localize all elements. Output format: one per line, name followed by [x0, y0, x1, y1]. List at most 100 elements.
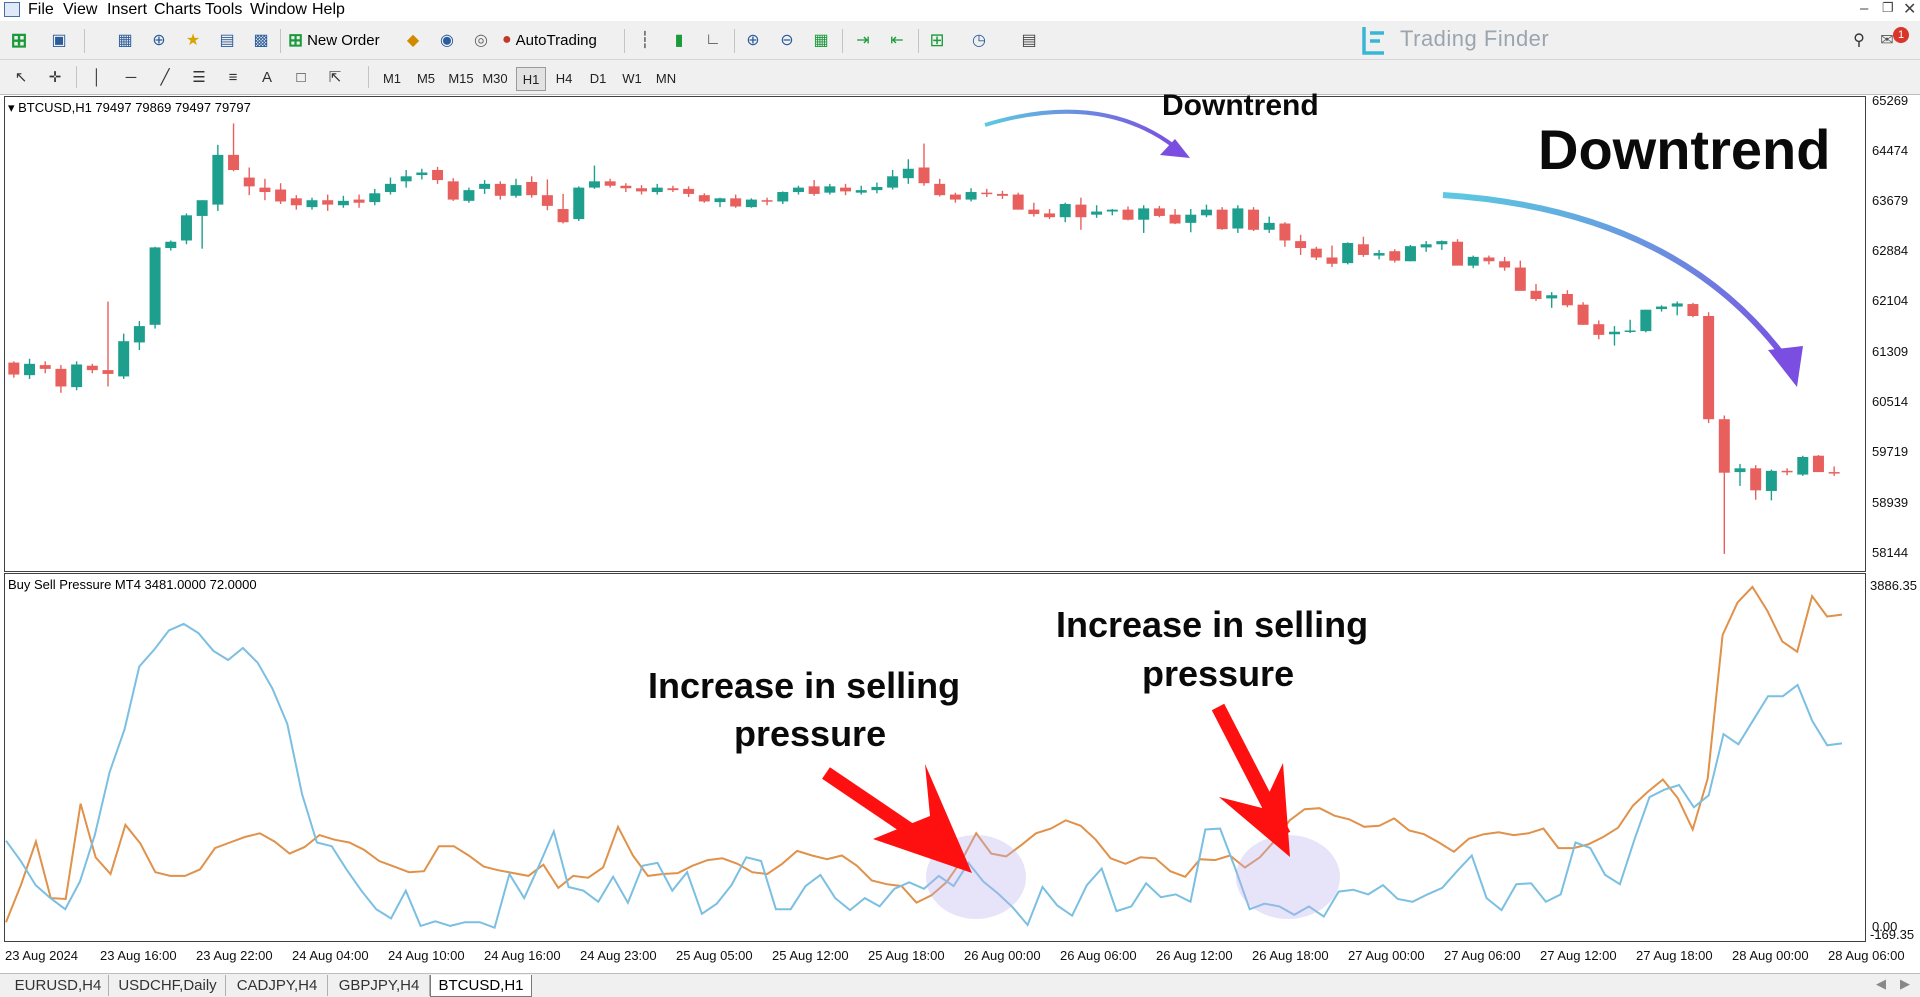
- periods-icon[interactable]: ◷: [972, 32, 986, 49]
- time-label: 26 Aug 06:00: [1060, 948, 1137, 963]
- candle-body: [1106, 209, 1118, 212]
- app-icon[interactable]: [4, 2, 20, 17]
- timeframe-mn[interactable]: MN: [655, 70, 677, 86]
- time-label: 24 Aug 10:00: [388, 948, 465, 963]
- time-label: 27 Aug 00:00: [1348, 948, 1425, 963]
- timeframe-d1[interactable]: D1: [589, 70, 607, 86]
- autoscroll-icon[interactable]: ⇤: [890, 32, 904, 49]
- timeframe-m1[interactable]: M1: [382, 70, 402, 86]
- close-icon[interactable]: ✕: [1903, 1, 1917, 18]
- downtrend-label-small: Downtrend: [1162, 89, 1319, 122]
- candle-body: [1436, 241, 1448, 245]
- indicator-scale-top: 3886.35: [1870, 578, 1917, 593]
- candle-body: [416, 172, 428, 176]
- candle-body: [902, 168, 914, 179]
- candle-body: [1248, 209, 1260, 230]
- price-label: 64474: [1872, 143, 1909, 158]
- chart-header-text: BTCUSD,H1 79497 79869 79497 79797: [18, 100, 251, 115]
- candle-body: [196, 200, 208, 216]
- signals-icon[interactable]: ◉: [440, 32, 454, 49]
- trendline-icon[interactable]: ╱: [160, 69, 170, 86]
- candle-body: [541, 195, 553, 206]
- toolbar-separator: [280, 29, 281, 53]
- downtrend-label-big: Downtrend: [1538, 118, 1831, 181]
- chart-shift-icon[interactable]: ⇥: [856, 32, 870, 49]
- candle-body: [949, 194, 961, 200]
- menu-insert[interactable]: Insert: [107, 1, 148, 18]
- menu-view[interactable]: View: [63, 1, 98, 18]
- timeframe-m15[interactable]: M15: [448, 70, 474, 86]
- bar-chart-icon[interactable]: ┆: [640, 32, 650, 49]
- text-label-icon[interactable]: □: [296, 68, 306, 86]
- menu-file[interactable]: File: [28, 1, 54, 18]
- templates-icon[interactable]: ▤: [1021, 32, 1037, 49]
- text-icon[interactable]: A: [261, 68, 272, 86]
- profiles-icon[interactable]: ▣: [51, 32, 67, 49]
- candlestick-icon[interactable]: ▮: [674, 32, 684, 49]
- scroll-right-icon[interactable]: ▶: [1900, 976, 1910, 991]
- candle-body: [526, 181, 538, 196]
- navigator-icon[interactable]: ★: [185, 32, 201, 49]
- tile-windows-icon[interactable]: ▦: [813, 32, 829, 49]
- menu-tools[interactable]: Tools: [205, 1, 243, 18]
- cursor-icon[interactable]: ↖: [14, 69, 28, 86]
- candle-body: [1279, 223, 1291, 241]
- market-icon[interactable]: ◎: [474, 32, 488, 49]
- timeframe-h4[interactable]: H4: [555, 70, 573, 86]
- candle-body: [1263, 222, 1275, 230]
- new-chart-icon[interactable]: ⊞: [10, 29, 28, 52]
- scroll-left-icon[interactable]: ◀: [1876, 976, 1886, 991]
- vertical-line-icon[interactable]: │: [92, 68, 102, 86]
- metaeditor-icon[interactable]: ◆: [406, 32, 420, 49]
- timeframe-m5[interactable]: M5: [416, 70, 436, 86]
- timeframe-h1[interactable]: H1: [516, 67, 546, 91]
- strategy-tester-icon[interactable]: ▩: [253, 32, 269, 49]
- timeframe-m30[interactable]: M30: [482, 70, 508, 86]
- market-watch-icon[interactable]: ▦: [117, 32, 133, 49]
- candle-body: [290, 198, 302, 206]
- arrows-icon[interactable]: ⇱: [328, 69, 342, 86]
- time-label: 23 Aug 22:00: [196, 948, 273, 963]
- candle-body: [259, 187, 271, 193]
- candle-body: [118, 341, 130, 377]
- tab-eurusd-h4[interactable]: EURUSD,H4: [8, 975, 109, 996]
- candle-body: [447, 181, 459, 200]
- new-order-button[interactable]: ⊞ New Order: [288, 28, 380, 52]
- zoom-in-icon[interactable]: ⊕: [746, 32, 760, 49]
- red-arrow-head: [1219, 763, 1290, 857]
- line-chart-icon[interactable]: ∟: [705, 31, 721, 48]
- candle-body: [604, 181, 616, 186]
- menu-window[interactable]: Window: [250, 1, 307, 18]
- restore-icon[interactable]: ❐: [1882, 0, 1894, 15]
- zoom-out-icon[interactable]: ⊖: [780, 32, 794, 49]
- notifications-icon[interactable]: ✉: [1880, 32, 1894, 49]
- tab-gbpjpy-h4[interactable]: GBPJPY,H4: [329, 975, 430, 996]
- timeframe-w1[interactable]: W1: [622, 70, 642, 86]
- candle-body: [463, 190, 475, 201]
- tab-usdchf-daily[interactable]: USDCHF,Daily: [110, 975, 226, 996]
- new-order-label: New Order: [307, 31, 380, 49]
- price-pane[interactable]: ▾ BTCUSD,H1 79497 79869 79497 79797: [4, 96, 1866, 572]
- candle-body: [824, 186, 836, 193]
- crosshair-icon[interactable]: ⊕: [152, 32, 166, 49]
- toolbar-separator: [368, 66, 369, 88]
- crosshair-tool-icon[interactable]: ✛: [48, 69, 62, 86]
- indicators-icon[interactable]: ⊞: [929, 29, 945, 50]
- menu-help[interactable]: Help: [312, 1, 345, 18]
- candle-body: [887, 176, 899, 188]
- search-icon[interactable]: ⚲: [1853, 32, 1865, 49]
- autotrading-button[interactable]: ● AutoTrading: [502, 28, 597, 52]
- terminal-icon[interactable]: ▤: [219, 32, 235, 49]
- candle-body: [1530, 290, 1542, 300]
- fibonacci-icon[interactable]: ≡: [228, 68, 238, 86]
- tab-btcusd-h1[interactable]: BTCUSD,H1: [430, 975, 532, 997]
- candle-body: [1656, 306, 1668, 310]
- minimize-icon[interactable]: –: [1860, 0, 1869, 17]
- channel-icon[interactable]: ☰: [192, 69, 206, 86]
- candle-body: [369, 193, 381, 203]
- horizontal-line-icon[interactable]: ─: [125, 68, 137, 86]
- indicator-header: Buy Sell Pressure MT4 3481.0000 72.0000: [8, 577, 257, 592]
- time-label: 26 Aug 18:00: [1252, 948, 1329, 963]
- menu-charts[interactable]: Charts: [154, 1, 202, 18]
- tab-cadjpy-h4[interactable]: CADJPY,H4: [227, 975, 328, 996]
